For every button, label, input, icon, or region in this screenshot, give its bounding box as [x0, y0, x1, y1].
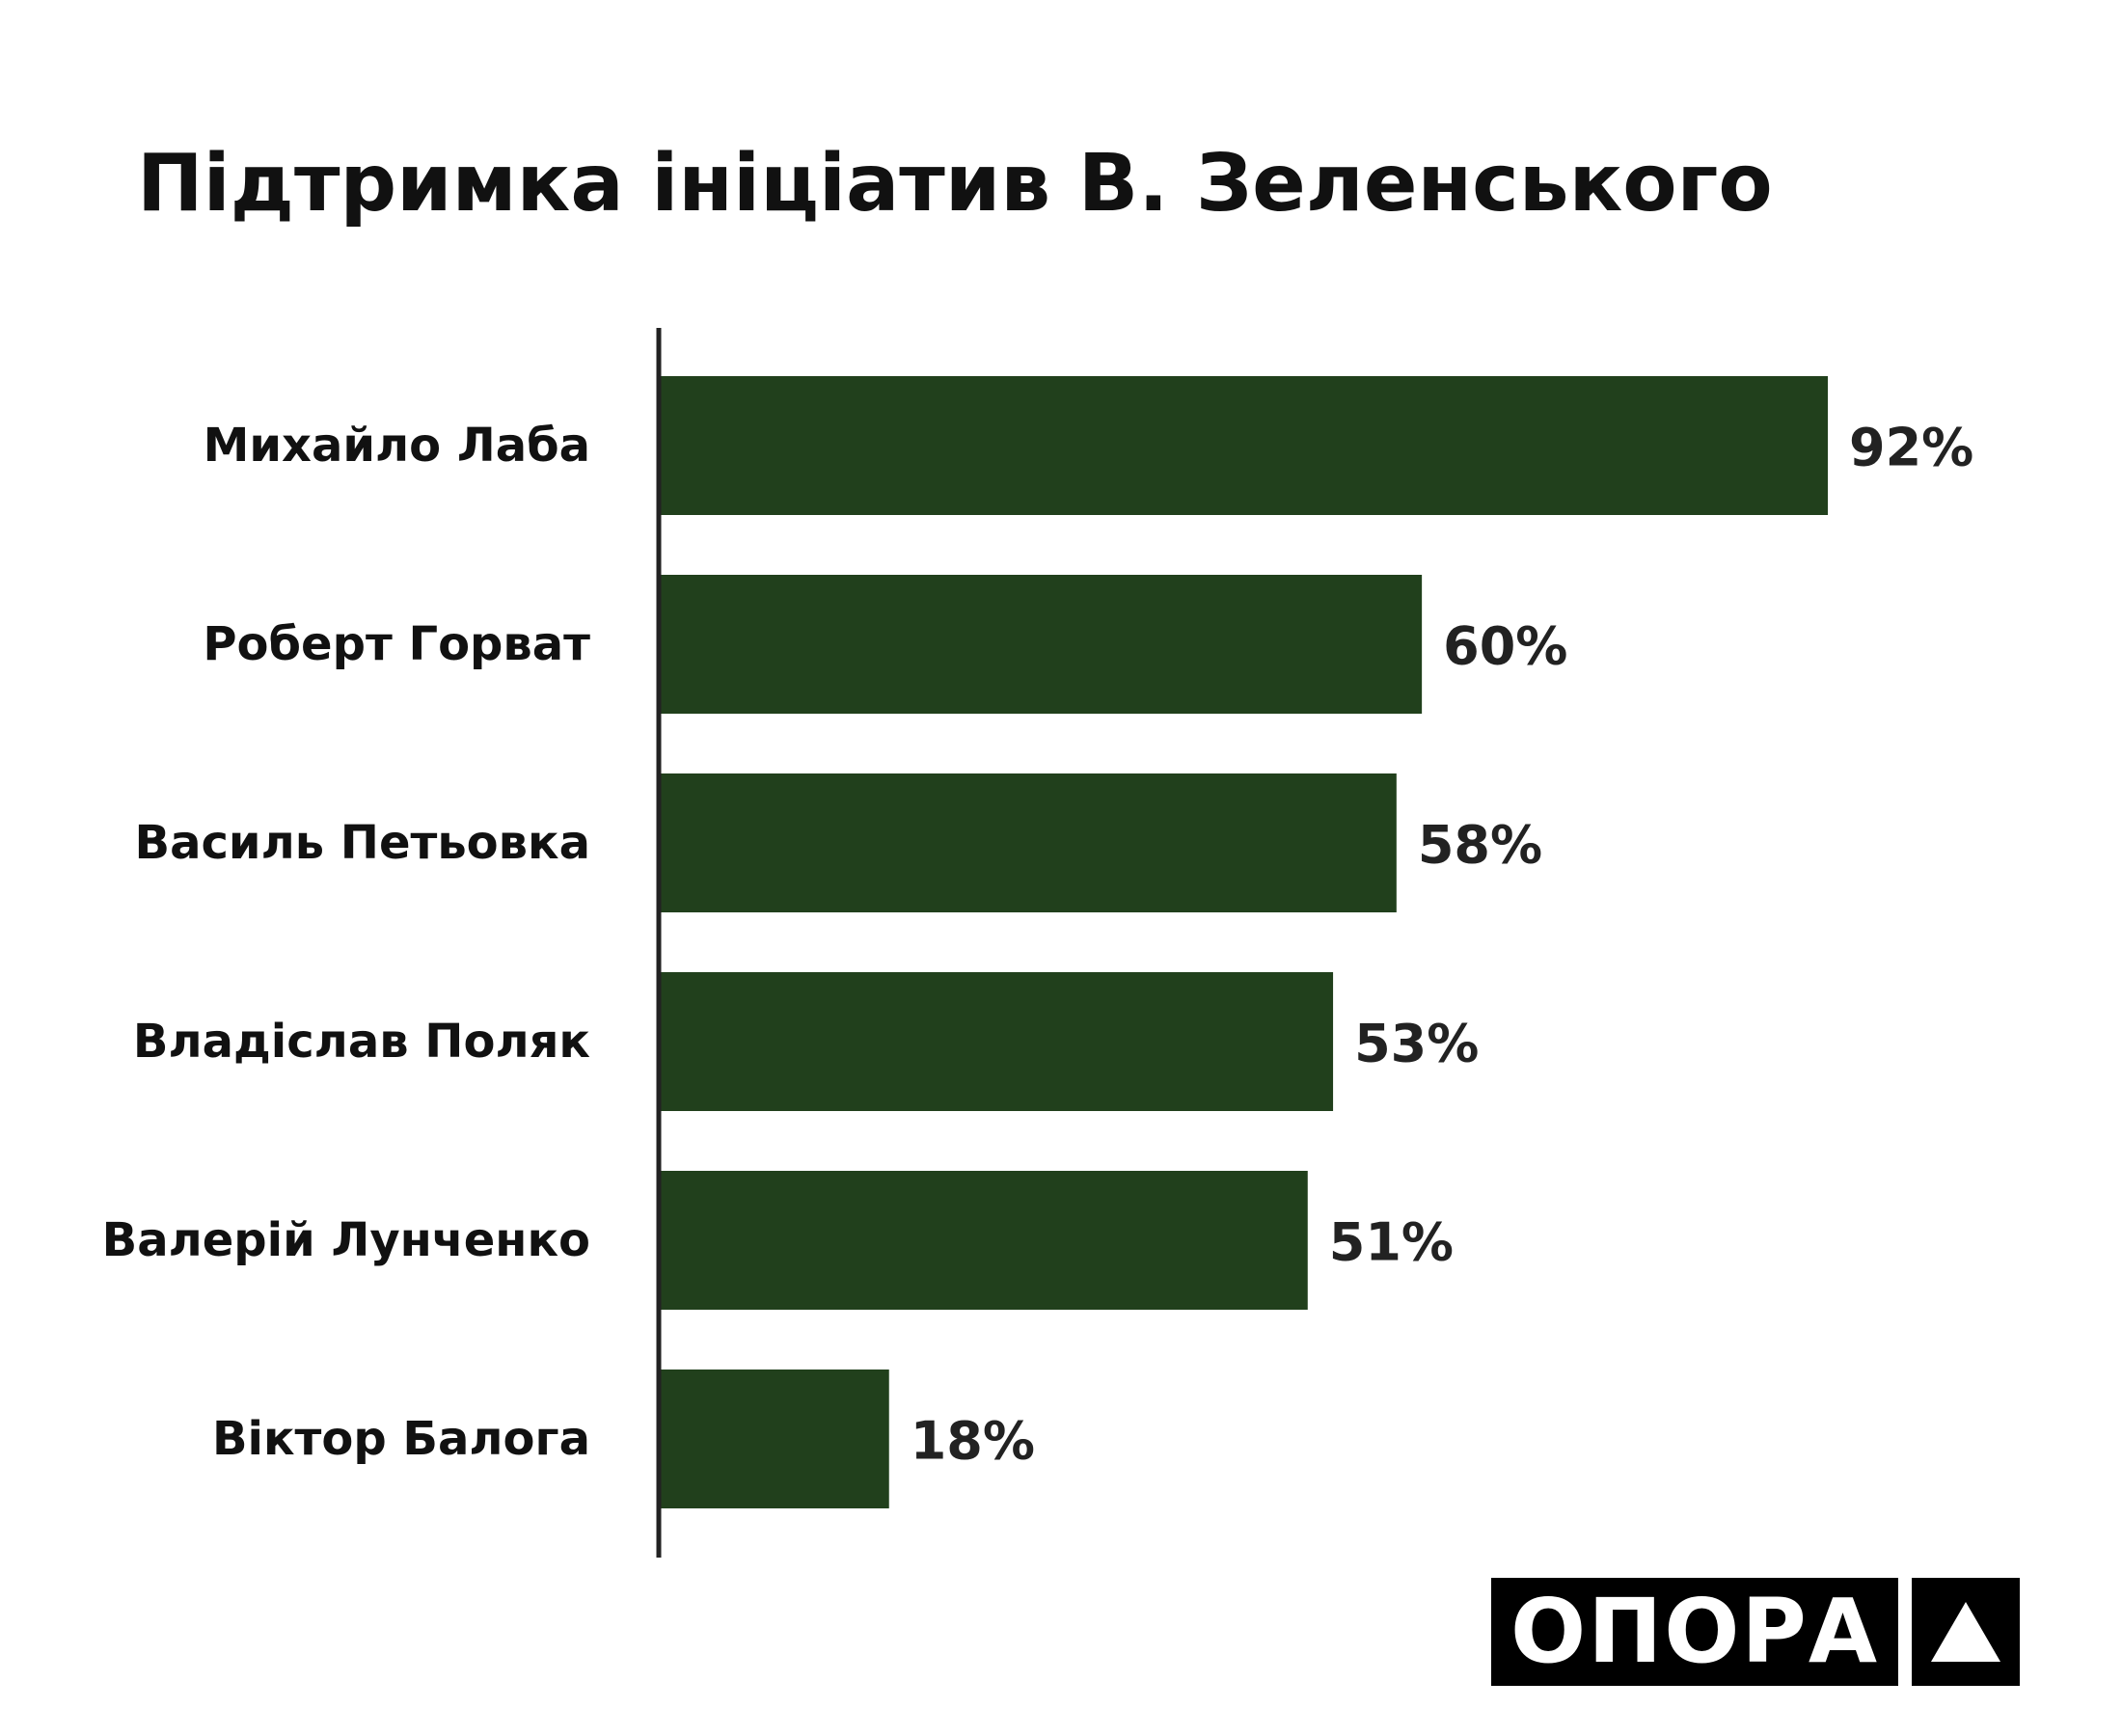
value-label: 53% [1354, 1014, 1479, 1074]
category-label: Валерій Лунченко [102, 1213, 590, 1267]
value-label: 58% [1418, 815, 1542, 876]
opora-logo: ОПОРА [1491, 1578, 2021, 1686]
category-label: Віктор Балога [212, 1412, 590, 1466]
value-label: 18% [911, 1411, 1035, 1472]
bar-3 [661, 773, 1397, 912]
bar-1 [661, 376, 1828, 515]
value-label: 51% [1329, 1212, 1454, 1273]
category-label: Владіслав Поляк [133, 1015, 590, 1069]
bar-5 [661, 1171, 1308, 1310]
bar-2 [661, 575, 1423, 714]
bar-6 [661, 1370, 889, 1508]
value-label: 60% [1443, 616, 1567, 677]
chart-title: Підтримка ініціатив В. Зеленського [137, 138, 1773, 230]
category-label: Василь Петьовка [135, 816, 591, 870]
bar-4 [661, 972, 1334, 1111]
logo-wordmark: ОПОРА [1491, 1578, 1899, 1686]
value-label: 92% [1849, 418, 1973, 478]
category-label: Михайло Лаба [204, 419, 590, 473]
bars-layer [661, 376, 1828, 1508]
labels-layer: Михайло Лаба 92% Роберт Горват 60% Василь Пе… [102, 418, 1974, 1472]
triangle-icon [1912, 1578, 2021, 1686]
category-label: Роберт Горват [203, 617, 590, 671]
